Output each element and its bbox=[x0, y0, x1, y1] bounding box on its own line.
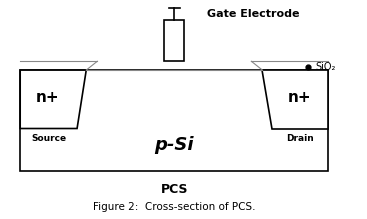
Text: Drain: Drain bbox=[286, 134, 314, 143]
Bar bbox=[164, 20, 184, 61]
Text: n+: n+ bbox=[287, 90, 311, 105]
Text: SiO₂: SiO₂ bbox=[315, 62, 335, 72]
Polygon shape bbox=[20, 70, 86, 129]
Bar bbox=[20, 70, 328, 171]
Text: p-Si: p-Si bbox=[155, 136, 194, 154]
Text: Source: Source bbox=[31, 134, 66, 143]
Text: n+: n+ bbox=[36, 90, 59, 105]
Text: PCS: PCS bbox=[161, 183, 188, 196]
Text: Figure 2:  Cross-section of PCS.: Figure 2: Cross-section of PCS. bbox=[93, 202, 255, 212]
Polygon shape bbox=[262, 70, 328, 129]
Text: Gate Electrode: Gate Electrode bbox=[207, 9, 300, 19]
